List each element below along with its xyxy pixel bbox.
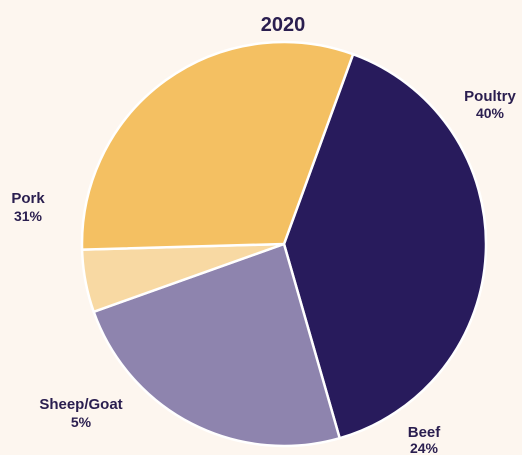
slice-label-poultry: Poultry 40% xyxy=(464,88,516,121)
slice-label-pork-name: Pork xyxy=(11,190,45,207)
slice-label-poultry-name: Poultry xyxy=(464,88,516,105)
slice-label-beef-value: 24% xyxy=(410,440,439,455)
slice-label-beef-name: Beef xyxy=(408,424,442,441)
slice-label-sheep-goat-value: 5% xyxy=(71,414,92,430)
pie-slice-poultry xyxy=(282,52,488,440)
slice-label-beef: Beef 24% xyxy=(408,424,442,455)
slice-label-sheep-goat: Sheep/Goat 5% xyxy=(39,396,122,430)
pie-slices xyxy=(80,40,488,448)
slice-label-poultry-value: 40% xyxy=(476,105,505,121)
slice-label-pork: Pork 31% xyxy=(11,190,45,224)
pie-slice-beef xyxy=(92,242,342,448)
slice-label-pork-value: 31% xyxy=(14,208,43,224)
chart-title: 2020 xyxy=(261,14,306,36)
slice-label-sheep-goat-name: Sheep/Goat xyxy=(39,396,122,413)
pie-slice-pork xyxy=(80,40,355,251)
